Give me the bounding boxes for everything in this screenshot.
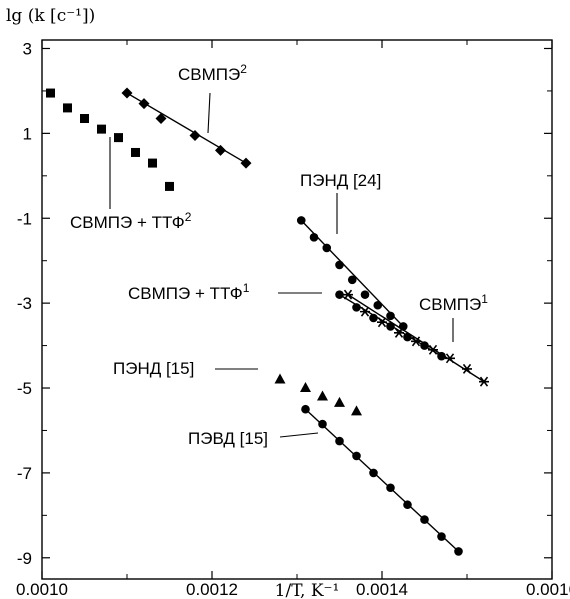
- series-fit-line: [300, 219, 404, 327]
- data-point-square: [63, 103, 72, 113]
- data-point-square: [131, 147, 140, 157]
- data-point-circle: [420, 515, 429, 524]
- series-label: СВМПЭ + ТТФ2: [70, 210, 192, 232]
- data-point-star: [428, 344, 438, 355]
- data-point-circle: [352, 303, 361, 312]
- data-point-square: [148, 158, 157, 168]
- data-point-triangle: [300, 382, 311, 393]
- series-label: СВМПЭ1: [419, 292, 488, 314]
- data-point-star: [394, 327, 404, 338]
- data-point-star: [479, 376, 489, 387]
- x-tick-label: 0.0012: [186, 580, 238, 599]
- data-point-circle: [296, 216, 306, 225]
- y-tick-label: -1: [17, 209, 32, 228]
- data-point-square: [114, 133, 123, 143]
- data-point-circle: [352, 451, 361, 461]
- series-label: СВМПЭ + ТТФ1: [128, 281, 250, 303]
- x-tick-label: 0.0010: [16, 580, 68, 599]
- series-1: [121, 87, 252, 169]
- plot-axes: 0.0010 0.0012 0.0014 0.0016 3 1 -1 -3 -5 -7 -9 lg (…: [6, 6, 570, 599]
- data-point-circle: [420, 341, 429, 350]
- x-axis-title: 1/T, K⁻¹: [275, 581, 340, 599]
- data-point-square: [165, 181, 174, 191]
- data-point-circle: [335, 260, 344, 270]
- data-point-circle: [386, 322, 395, 331]
- data-point-circle: [309, 233, 319, 242]
- data-point-star: [411, 336, 421, 347]
- data-point-triangle: [334, 396, 345, 407]
- data-point-circle: [373, 300, 383, 310]
- data-point-diamond: [240, 157, 252, 169]
- data-point-star: [360, 306, 370, 317]
- data-point-circle: [369, 313, 378, 323]
- data-point-diamond: [138, 98, 150, 110]
- data-point-triangle: [274, 373, 286, 384]
- y-axis-title: lg (k [c⁻¹]): [6, 6, 95, 26]
- y-tick-label: -9: [17, 549, 32, 568]
- data-point-square: [46, 88, 55, 98]
- data-point-circle: [301, 404, 310, 414]
- x-tick-label: 0.0016: [526, 580, 570, 599]
- y-tick-label: 3: [23, 39, 32, 58]
- data-point-star: [377, 317, 387, 328]
- series-2: [296, 216, 408, 331]
- y-tick-label: -5: [17, 379, 32, 398]
- data-point-circle: [335, 290, 344, 299]
- data-point-circle: [454, 547, 463, 556]
- plot-marks: [46, 87, 489, 556]
- data-point-circle: [335, 436, 344, 446]
- data-point-diamond: [155, 113, 167, 125]
- data-point-circle: [386, 311, 395, 321]
- y-tick-label: -7: [17, 464, 32, 483]
- data-point-star: [343, 289, 353, 300]
- data-point-circle: [437, 351, 446, 361]
- series-5: [274, 373, 362, 416]
- series-0: [46, 88, 174, 191]
- data-point-circle: [386, 483, 395, 493]
- data-point-circle: [403, 332, 412, 342]
- data-point-diamond: [189, 129, 201, 141]
- y-tick-label: -3: [17, 294, 32, 313]
- data-point-circle: [360, 290, 370, 299]
- series-label: ПЭНД [24]: [300, 171, 381, 190]
- series-labels: СВМПЭ2 СВМПЭ + ТТФ2 ПЭНД [24] СВМПЭ + ТТФ1 С…: [70, 62, 488, 448]
- series-fit-line: [347, 294, 485, 383]
- data-point-triangle: [351, 405, 362, 416]
- label-leader-line: [207, 92, 211, 134]
- data-point-triangle: [317, 390, 328, 401]
- series-fit-line: [305, 408, 459, 552]
- data-point-circle: [347, 275, 357, 285]
- data-point-square: [97, 124, 106, 134]
- label-leader-line: [279, 432, 319, 438]
- data-point-circle: [403, 500, 412, 510]
- series-6: [301, 404, 463, 556]
- data-point-diamond: [215, 144, 226, 156]
- data-point-circle: [318, 419, 327, 429]
- data-point-circle: [322, 243, 332, 253]
- y-tick-label: 1: [23, 124, 32, 143]
- series-label: ПЭВД [15]: [188, 429, 268, 448]
- series-label: ПЭНД [15]: [113, 359, 194, 378]
- x-tick-label: 0.0014: [356, 580, 408, 599]
- data-point-star: [445, 353, 455, 364]
- data-point-circle: [369, 468, 378, 478]
- data-point-circle: [437, 532, 446, 541]
- data-point-square: [80, 114, 89, 124]
- data-point-star: [462, 363, 472, 374]
- data-point-diamond: [121, 87, 133, 99]
- series-label: СВМПЭ2: [178, 62, 247, 84]
- series-3: [335, 290, 446, 361]
- series-4: [343, 289, 489, 387]
